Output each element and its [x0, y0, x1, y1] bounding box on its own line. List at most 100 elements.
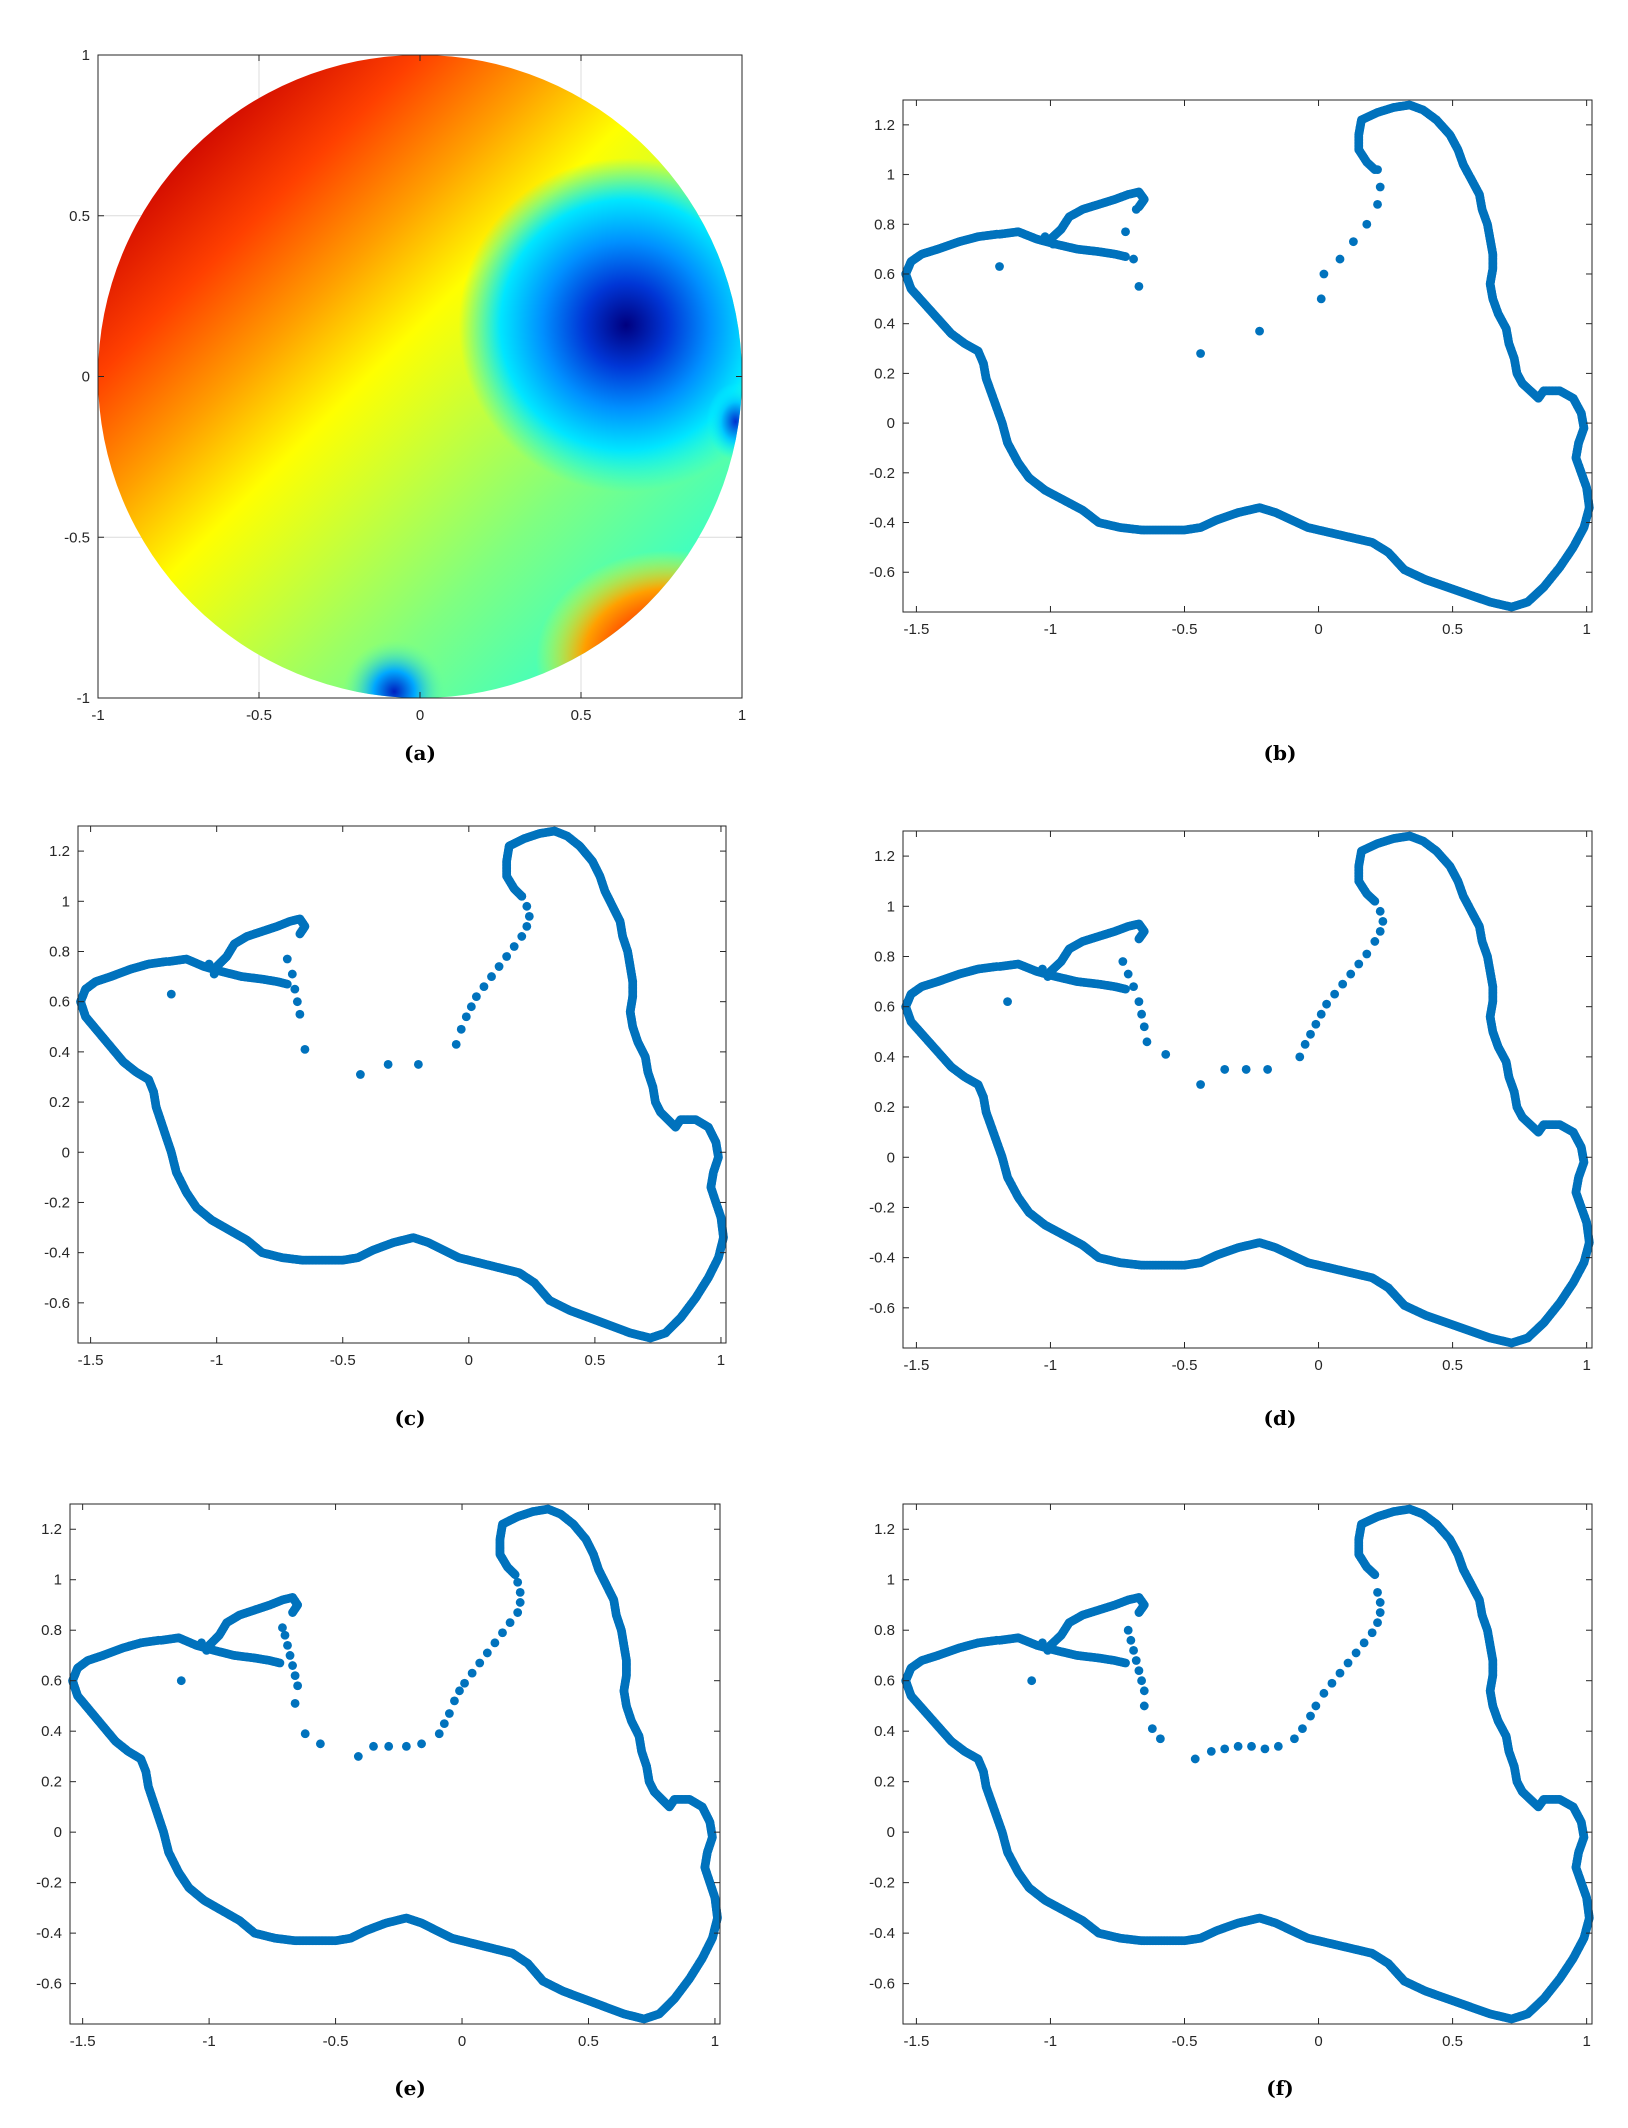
- data-point: [1134, 282, 1144, 291]
- boundary-point: [295, 929, 305, 939]
- boundary-point: [1121, 984, 1130, 994]
- panel-4: -1.5 -1 -0.5 0 0.5 1-0.6-0.4-0.200.20.40.60.8…: [869, 830, 1594, 1374]
- y-tick-label: -0.6: [869, 564, 895, 581]
- data-point: [1330, 989, 1340, 999]
- data-point: [1300, 1039, 1310, 1049]
- data-point: [1263, 1065, 1273, 1074]
- data-point: [517, 891, 527, 901]
- data-point: [209, 969, 219, 979]
- y-tick-label: -0.5: [64, 529, 90, 546]
- data-point: [1375, 926, 1385, 936]
- y-tick-label: 1: [887, 898, 895, 915]
- y-tick-label: 0.8: [49, 943, 70, 960]
- data-point: [1003, 997, 1012, 1007]
- data-point: [1375, 182, 1385, 192]
- data-point: [282, 954, 292, 964]
- data-point: [1118, 957, 1128, 966]
- data-point: [502, 952, 512, 961]
- data-point: [166, 989, 176, 999]
- data-point: [1196, 1080, 1205, 1089]
- data-point: [290, 984, 300, 994]
- x-tick-label: 1: [717, 1352, 725, 1369]
- x-tick-label: 0: [416, 707, 424, 724]
- y-tick-label: -0.2: [869, 1199, 895, 1216]
- x-tick-label: 0.5: [584, 1352, 605, 1369]
- data-point: [1121, 227, 1130, 237]
- boundary-point: [1121, 252, 1130, 261]
- data-point: [1370, 937, 1380, 946]
- data-point: [295, 1009, 305, 1019]
- x-tick-label: 0: [1314, 1357, 1322, 1374]
- y-tick-label: 0.8: [874, 216, 895, 233]
- panel-2: -1.5 -1 -0.5 0 0.5 1-0.6-0.4-0.200.20.40.60.8…: [869, 99, 1594, 638]
- x-tick-label: 0: [1314, 621, 1322, 638]
- y-tick-label: 1: [62, 893, 70, 910]
- y-tick-label: -0.4: [869, 515, 895, 532]
- y-tick-label: 1: [887, 167, 895, 184]
- data-point: [487, 972, 496, 981]
- data-point: [522, 901, 532, 911]
- y-tick-label: -0.6: [869, 1300, 895, 1317]
- data-point: [292, 997, 302, 1007]
- boundary-point: [282, 979, 292, 989]
- y-tick-label: 1.2: [874, 117, 895, 134]
- data-point: [1322, 999, 1331, 1009]
- y-tick-label: 0.4: [874, 316, 895, 333]
- y-tick-label: -0.6: [44, 1295, 70, 1312]
- panel-1: -1 -0.5 0 0.5 1-1-0.500.51: [64, 47, 746, 724]
- data-point: [1220, 1065, 1230, 1074]
- y-tick-label: 0: [887, 1149, 895, 1166]
- heatmap-field: [98, 55, 742, 698]
- y-tick-label: -0.2: [44, 1194, 70, 1211]
- data-point: [1319, 269, 1329, 279]
- y-tick-label: 0.2: [49, 1094, 70, 1111]
- data-point: [1040, 232, 1050, 242]
- data-point: [1142, 1037, 1152, 1047]
- data-point: [1338, 979, 1348, 989]
- y-tick-label: -1: [77, 690, 90, 707]
- data-point: [1354, 959, 1364, 969]
- x-tick-label: -0.5: [330, 1352, 356, 1369]
- x-tick-label: 0: [465, 1352, 473, 1369]
- data-point: [413, 1060, 423, 1069]
- data-point: [995, 262, 1004, 271]
- y-tick-label: -0.2: [869, 465, 895, 482]
- x-tick-label: 1: [1582, 621, 1590, 638]
- data-point: [479, 982, 489, 992]
- heatmap-minimum: [458, 157, 742, 493]
- x-tick-label: -1: [210, 1352, 223, 1369]
- data-point: [517, 932, 527, 941]
- data-point: [1306, 1029, 1315, 1039]
- y-tick-label: 0: [62, 1144, 70, 1161]
- data-point: [1241, 1065, 1251, 1074]
- data-point: [1131, 204, 1141, 214]
- data-point: [1362, 219, 1372, 229]
- data-point: [466, 1002, 476, 1012]
- y-tick-label: 1.2: [49, 843, 70, 860]
- y-tick-label: 1.2: [874, 848, 895, 865]
- boundary-point: [1370, 896, 1380, 906]
- data-point: [1129, 254, 1138, 264]
- data-point: [1139, 1022, 1149, 1032]
- data-point: [356, 1070, 365, 1079]
- x-tick-label: -0.5: [246, 707, 272, 724]
- data-point: [204, 959, 214, 969]
- data-point: [1137, 1009, 1146, 1019]
- data-point: [1316, 1009, 1326, 1019]
- x-tick-label: -1: [1044, 621, 1057, 638]
- data-point: [461, 1012, 471, 1022]
- data-point: [1048, 239, 1058, 249]
- x-tick-label: 1: [738, 707, 746, 724]
- x-tick-label: -0.5: [1172, 621, 1198, 638]
- x-tick-label: 0.5: [1442, 1357, 1463, 1374]
- data-point: [1161, 1049, 1171, 1059]
- data-point: [1134, 997, 1144, 1007]
- x-tick-label: -1: [1044, 1357, 1057, 1374]
- data-point: [1316, 294, 1326, 304]
- data-point: [300, 1044, 310, 1054]
- data-point: [1349, 237, 1358, 247]
- data-point: [1373, 199, 1382, 209]
- data-point: [1255, 326, 1264, 336]
- y-tick-label: 0.8: [874, 948, 895, 965]
